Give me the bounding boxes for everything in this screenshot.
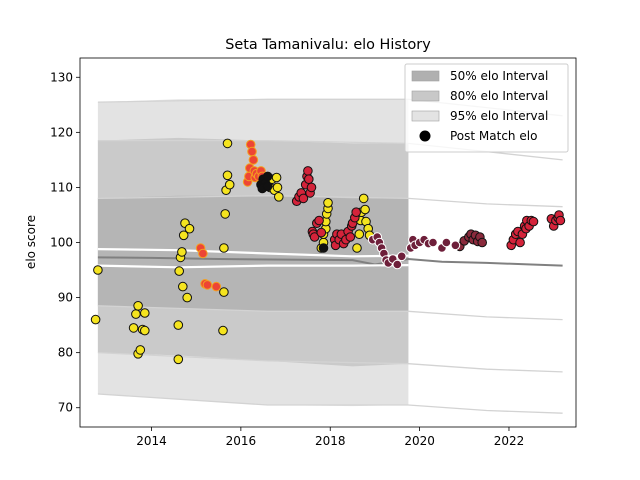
legend-label-2: 95% elo Interval [450, 109, 548, 123]
point-s3-15 [316, 227, 327, 238]
point-s2-6 [318, 243, 329, 253]
point-s3-3 [298, 193, 309, 204]
point-s3-40 [528, 216, 539, 227]
line-white-upper [97, 248, 409, 258]
legend-label-3: Post Match elo [450, 129, 537, 143]
reference-lines [97, 98, 563, 414]
point-s2-5 [262, 181, 273, 192]
point-s0-33 [271, 172, 282, 183]
point-s3-28 [351, 207, 362, 217]
y-tick-label-80: 80 [58, 346, 73, 360]
point-s0-22 [219, 243, 229, 253]
faint-line-4 [97, 351, 563, 373]
y-tick-label-70: 70 [58, 401, 73, 415]
x-axis-ticks: 2014 2016 2018 2020 2022 [136, 427, 524, 448]
x-tick-label-2014: 2014 [136, 434, 167, 448]
point-s0-35 [274, 192, 284, 202]
point-s3-12 [309, 232, 320, 242]
x-tick-label-2018: 2018 [315, 434, 346, 448]
y-tick-label-90: 90 [58, 291, 73, 305]
legend-label-1: 80% elo Interval [450, 89, 548, 103]
point-s0-1 [93, 265, 103, 275]
point-s0-11 [173, 320, 184, 330]
point-s3-46 [555, 215, 566, 226]
faint-line-2 [97, 195, 563, 208]
y-axis-ticks: 70 80 90 100 110 120 130 [50, 70, 80, 415]
point-s3-6 [303, 166, 313, 176]
point-s0-45 [354, 229, 365, 239]
point-s3-33 [515, 237, 525, 248]
point-s5-18 [441, 237, 452, 248]
y-tick-label-100: 100 [50, 236, 73, 250]
point-s2-3 [262, 171, 273, 182]
point-s0-2 [128, 323, 139, 333]
y-axis-label: elo score [24, 215, 38, 269]
y-tick-label-120: 120 [50, 125, 73, 139]
faint-line-3 [97, 305, 563, 321]
x-tick-label-2022: 2022 [494, 434, 525, 448]
legend-swatch-0 [411, 70, 440, 82]
chart-title: Seta Tamanivalu: elo History [225, 37, 431, 53]
point-s0-0 [90, 314, 101, 325]
point-s0-23 [220, 209, 230, 219]
point-s5-9 [396, 251, 407, 262]
point-s0-19 [184, 223, 195, 234]
legend-label-0: 50% elo Interval [450, 69, 548, 83]
plot-area [90, 98, 566, 414]
point-s1-1 [198, 248, 208, 259]
legend-swatch-1 [411, 90, 440, 102]
point-s0-8 [140, 308, 150, 318]
legend-swatch-2 [411, 110, 440, 122]
point-s0-43 [323, 198, 333, 208]
point-s0-12 [174, 266, 184, 276]
point-s0-27 [224, 179, 235, 190]
point-s0-26 [222, 138, 233, 149]
point-s0-25 [222, 170, 233, 181]
point-s3-14 [314, 215, 324, 226]
point-s0-49 [360, 204, 370, 215]
point-s3-24 [345, 232, 356, 242]
point-s0-9 [140, 325, 150, 336]
point-s5-16 [428, 237, 438, 248]
point-s1-3 [202, 280, 213, 290]
legend-marker-3 [419, 130, 431, 142]
point-s0-3 [131, 309, 141, 319]
point-s0-16 [178, 230, 189, 241]
x-tick-label-2016: 2016 [226, 434, 257, 448]
point-s0-14 [177, 247, 187, 257]
point-s0-10 [173, 354, 184, 365]
y-tick-label-130: 130 [50, 70, 73, 84]
point-s0-6 [135, 345, 146, 355]
point-s0-15 [178, 281, 188, 292]
point-s3-9 [306, 182, 317, 193]
point-s0-21 [219, 287, 229, 297]
faint-line-5 [97, 393, 563, 414]
x-tick-label-2020: 2020 [404, 434, 435, 448]
point-s3-7 [304, 174, 314, 184]
point-s0-34 [272, 182, 283, 193]
line-white-lower [97, 264, 409, 269]
point-s1-4 [211, 281, 222, 292]
legend-box [404, 63, 569, 153]
point-s4-8 [477, 237, 488, 248]
point-s0-4 [133, 301, 143, 311]
post-match-points [90, 138, 566, 365]
point-s0-44 [352, 243, 362, 253]
legend: 50% elo Interval 80% elo Interval 95% elo … [404, 63, 569, 153]
y-tick-label-110: 110 [50, 180, 73, 194]
point-s0-20 [218, 325, 228, 336]
point-s0-48 [358, 193, 369, 204]
point-s1-10 [248, 155, 259, 165]
point-s1-9 [247, 146, 257, 157]
point-s5-8 [392, 259, 403, 270]
point-s5-19 [450, 240, 461, 251]
point-s0-18 [182, 292, 192, 303]
